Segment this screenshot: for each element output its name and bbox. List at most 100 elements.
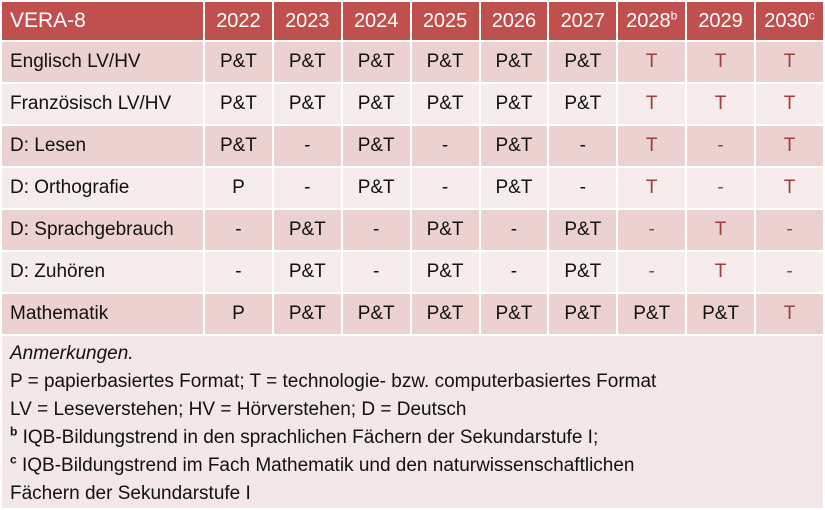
table-row: D: Zuhören - P&T - P&T - P&T - T - xyxy=(2,252,823,292)
format-cell: - xyxy=(273,126,341,166)
notes-block: Anmerkungen. P = papierbasiertes Format; … xyxy=(2,336,823,508)
format-cell: P&T xyxy=(273,294,341,334)
format-cell: T xyxy=(618,126,686,166)
format-cell: - xyxy=(342,210,410,250)
format-cell: T xyxy=(756,126,823,166)
format-cell: P&T xyxy=(342,126,410,166)
format-cell: P&T xyxy=(205,84,272,124)
format-cell: T xyxy=(756,294,823,334)
format-cell: - xyxy=(549,126,617,166)
row-label: D: Orthografie xyxy=(2,168,203,208)
format-cell: - xyxy=(687,126,754,166)
format-cell: - xyxy=(273,168,341,208)
format-cell: P&T xyxy=(549,84,617,124)
year-header: 2022 xyxy=(205,2,272,40)
format-cell: T xyxy=(618,42,686,82)
footnote-marker: c xyxy=(808,7,815,22)
row-label: D: Lesen xyxy=(2,126,203,166)
format-cell: P&T xyxy=(273,84,341,124)
note-line: P = papierbasiertes Format; T = technolo… xyxy=(10,371,657,392)
year-header: 2023 xyxy=(273,2,341,40)
format-cell: T xyxy=(687,252,754,292)
format-cell: P&T xyxy=(411,210,479,250)
format-cell: - xyxy=(756,252,823,292)
note-line: Fächern der Sekundarstufe I xyxy=(10,483,251,504)
table-title: VERA-8 xyxy=(2,2,203,40)
table-row: D: Lesen P&T - P&T - P&T - T - T xyxy=(2,126,823,166)
year-header: 2030c xyxy=(756,2,823,40)
format-cell: P&T xyxy=(480,168,548,208)
year-header: 2024 xyxy=(342,2,410,40)
format-cell: P xyxy=(205,294,272,334)
format-cell: - xyxy=(618,252,686,292)
format-cell: P&T xyxy=(411,84,479,124)
format-cell: - xyxy=(549,168,617,208)
format-cell: P&T xyxy=(273,252,341,292)
row-label: D: Zuhören xyxy=(2,252,203,292)
table-row: Mathematik P P&T P&T P&T P&T P&T P&T P&T T xyxy=(2,294,823,334)
format-cell: - xyxy=(618,210,686,250)
format-cell: P&T xyxy=(480,126,548,166)
table-row: Englisch LV/HV P&T P&T P&T P&T P&T P&T T T T xyxy=(2,42,823,82)
format-cell: P&T xyxy=(342,42,410,82)
format-cell: P&T xyxy=(342,168,410,208)
year-header: 2028b xyxy=(618,2,686,40)
format-cell: - xyxy=(687,168,754,208)
format-cell: - xyxy=(411,126,479,166)
format-cell: T xyxy=(618,84,686,124)
format-cell: P xyxy=(205,168,272,208)
format-cell: - xyxy=(480,210,548,250)
format-cell: - xyxy=(205,210,272,250)
format-cell: P&T xyxy=(342,84,410,124)
footnote-marker: b xyxy=(10,424,18,439)
table-row: D: Orthografie P - P&T - P&T - T - T xyxy=(2,168,823,208)
format-cell: P&T xyxy=(549,252,617,292)
format-cell: P&T xyxy=(273,42,341,82)
row-label: Mathematik xyxy=(2,294,203,334)
format-cell: P&T xyxy=(411,294,479,334)
format-cell: T xyxy=(756,84,823,124)
notes-row: Anmerkungen. P = papierbasiertes Format; … xyxy=(2,336,823,508)
format-cell: T xyxy=(687,210,754,250)
format-cell: P&T xyxy=(480,294,548,334)
year-header: 2029 xyxy=(687,2,754,40)
format-cell: P&T xyxy=(687,294,754,334)
footnote-marker: c xyxy=(10,452,17,467)
footnote-marker: b xyxy=(670,7,678,22)
format-cell: T xyxy=(687,42,754,82)
format-cell: T xyxy=(756,42,823,82)
format-cell: T xyxy=(687,84,754,124)
format-cell: P&T xyxy=(273,210,341,250)
row-label: Englisch LV/HV xyxy=(2,42,203,82)
year-header: 2027 xyxy=(549,2,617,40)
format-cell: P&T xyxy=(549,210,617,250)
format-cell: P&T xyxy=(342,294,410,334)
row-label: Französisch LV/HV xyxy=(2,84,203,124)
format-cell: - xyxy=(205,252,272,292)
format-cell: - xyxy=(480,252,548,292)
note-line: LV = Leseverstehen; HV = Hörverstehen; D… xyxy=(10,399,467,420)
format-cell: P&T xyxy=(411,252,479,292)
format-cell: P&T xyxy=(205,42,272,82)
format-cell: - xyxy=(756,210,823,250)
table-row: D: Sprachgebrauch - P&T - P&T - P&T - T - xyxy=(2,210,823,250)
format-cell: P&T xyxy=(480,84,548,124)
format-cell: - xyxy=(411,168,479,208)
note-line: c IQB-Bildungstrend im Fach Mathematik u… xyxy=(10,452,635,476)
note-line: Anmerkungen. xyxy=(10,343,134,364)
format-cell: P&T xyxy=(549,42,617,82)
header-row: VERA-8 2022 2023 2024 2025 2026 2027 2028b 2029… xyxy=(2,2,823,40)
row-label: D: Sprachgebrauch xyxy=(2,210,203,250)
format-cell: P&T xyxy=(618,294,686,334)
format-cell: T xyxy=(618,168,686,208)
format-cell: P&T xyxy=(480,42,548,82)
format-cell: - xyxy=(342,252,410,292)
year-header: 2026 xyxy=(480,2,548,40)
year-header: 2025 xyxy=(411,2,479,40)
format-cell: T xyxy=(756,168,823,208)
table-row: Französisch LV/HV P&T P&T P&T P&T P&T P&T T T T xyxy=(2,84,823,124)
note-line: b IQB-Bildungstrend in den sprachlichen … xyxy=(10,424,599,448)
format-cell: P&T xyxy=(549,294,617,334)
format-cell: P&T xyxy=(205,126,272,166)
